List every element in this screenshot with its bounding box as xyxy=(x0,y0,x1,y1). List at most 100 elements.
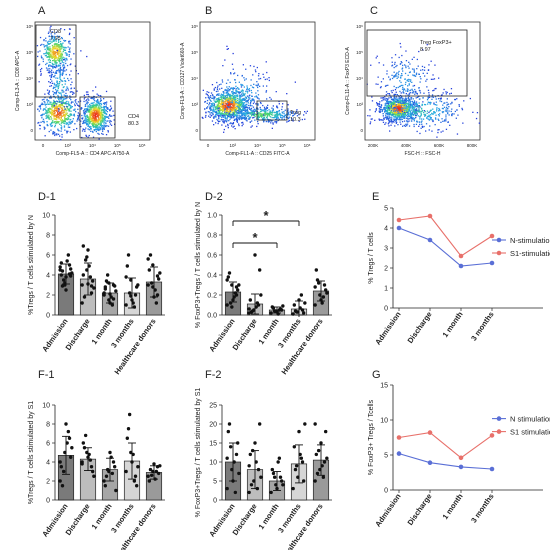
flow-event-dot xyxy=(51,75,53,77)
flow-event-dot xyxy=(110,124,113,126)
flow-event-dot xyxy=(55,106,57,108)
flow-event-dot xyxy=(57,121,59,123)
flow-event-dot xyxy=(61,74,63,76)
flow-event-dot xyxy=(400,101,402,103)
flow-event-dot xyxy=(397,99,399,101)
flow-event-dot xyxy=(284,114,286,116)
flow-event-dot xyxy=(52,46,55,49)
flow-event-dot xyxy=(294,112,296,114)
flow-event-dot xyxy=(58,56,60,58)
flow-event-dot xyxy=(49,61,52,63)
flow-event-dot xyxy=(401,88,404,90)
flow-event-dot xyxy=(59,62,61,64)
flow-event-dot xyxy=(60,53,62,56)
flow-event-dot xyxy=(235,81,237,84)
flow-event-dot xyxy=(73,114,75,116)
data-point xyxy=(89,284,94,288)
flow-event-dot xyxy=(257,108,259,110)
flow-event-dot xyxy=(231,113,233,115)
flow-event-dot xyxy=(58,111,61,113)
flow-event-dot xyxy=(415,104,418,106)
flow-event-dot xyxy=(271,107,273,109)
flow-event-dot xyxy=(408,115,410,117)
flow-event-dot xyxy=(444,102,446,104)
data-point xyxy=(136,465,140,469)
flow-event-dot xyxy=(224,95,226,97)
flow-event-dot xyxy=(55,63,57,65)
flow-gate-name: Treg FoxP3+ xyxy=(420,40,452,46)
flow-event-dot xyxy=(404,115,406,118)
flow-event-dot xyxy=(64,80,66,82)
flow-event-dot xyxy=(245,116,247,119)
flow-event-dot xyxy=(262,109,264,112)
data-point xyxy=(124,469,128,474)
flow-event-dot xyxy=(52,47,54,49)
flow-event-dot xyxy=(223,91,225,94)
flow-event-dot xyxy=(94,128,97,131)
flow-event-dot xyxy=(67,124,69,126)
flow-event-dot xyxy=(56,122,58,124)
flow-event-dot xyxy=(414,110,416,113)
flow-event-dot xyxy=(399,112,401,114)
flow-event-dot xyxy=(232,122,234,125)
flow-event-dot xyxy=(60,122,63,124)
flow-event-dot xyxy=(306,110,308,112)
flow-event-dot xyxy=(422,72,424,74)
flow-event-dot xyxy=(437,118,439,120)
flow-event-dot xyxy=(401,105,403,107)
flow-event-dot xyxy=(264,112,266,114)
flow-gate-1 xyxy=(256,100,288,121)
flow-event-dot xyxy=(90,118,92,120)
flow-event-dot xyxy=(213,108,215,110)
data-point xyxy=(58,460,62,464)
flow-event-dot xyxy=(94,118,96,120)
flow-event-dot xyxy=(403,110,405,112)
flow-event-dot xyxy=(66,86,68,88)
flow-event-dot xyxy=(387,103,389,105)
flow-event-dot xyxy=(107,130,109,132)
flow-event-dot xyxy=(409,71,411,73)
flow-event-dot xyxy=(236,105,238,107)
flow-event-dot xyxy=(48,108,51,110)
flow-event-dot xyxy=(220,109,222,111)
flow-event-dot xyxy=(292,111,294,113)
flow-event-dot xyxy=(438,119,440,121)
flow-event-dot xyxy=(86,120,88,123)
flow-y-tick: 10³ xyxy=(356,102,363,107)
flow-event-dot xyxy=(265,90,268,92)
flow-event-dot xyxy=(56,86,58,88)
flow-event-dot xyxy=(240,117,242,119)
flow-event-dot xyxy=(232,112,235,114)
flow-event-dot xyxy=(387,113,389,115)
flow-event-dot xyxy=(50,51,52,53)
flow-event-dot xyxy=(60,128,63,130)
flow-event-dot xyxy=(43,120,45,122)
flow-event-dot xyxy=(233,113,235,115)
flow-event-dot xyxy=(233,125,235,127)
flow-event-dot xyxy=(241,99,243,101)
flow-event-dot xyxy=(234,102,236,104)
data-point xyxy=(58,265,62,269)
flow-event-dot xyxy=(60,97,62,99)
flow-event-dot xyxy=(221,98,223,100)
flow-event-dot xyxy=(44,127,46,129)
flow-event-dot xyxy=(224,120,226,122)
flow-event-dot xyxy=(66,130,68,132)
flow-event-dot xyxy=(60,114,62,116)
flow-event-dot xyxy=(239,98,241,100)
flow-event-dot xyxy=(428,64,430,66)
flow-event-dot xyxy=(388,120,391,122)
flow-event-dot xyxy=(235,101,237,104)
data-point xyxy=(300,308,305,312)
flow-event-dot xyxy=(418,105,420,107)
flow-event-dot xyxy=(93,111,96,113)
flow-event-dot xyxy=(59,97,61,99)
flow-event-dot xyxy=(53,101,55,103)
flow-event-dot xyxy=(97,109,99,112)
flow-event-dot xyxy=(396,106,398,108)
flow-event-dot xyxy=(45,115,47,117)
flow-event-dot xyxy=(425,80,427,82)
flow-event-dot xyxy=(238,94,241,96)
flow-event-dot xyxy=(87,123,89,126)
data-point xyxy=(303,301,307,305)
